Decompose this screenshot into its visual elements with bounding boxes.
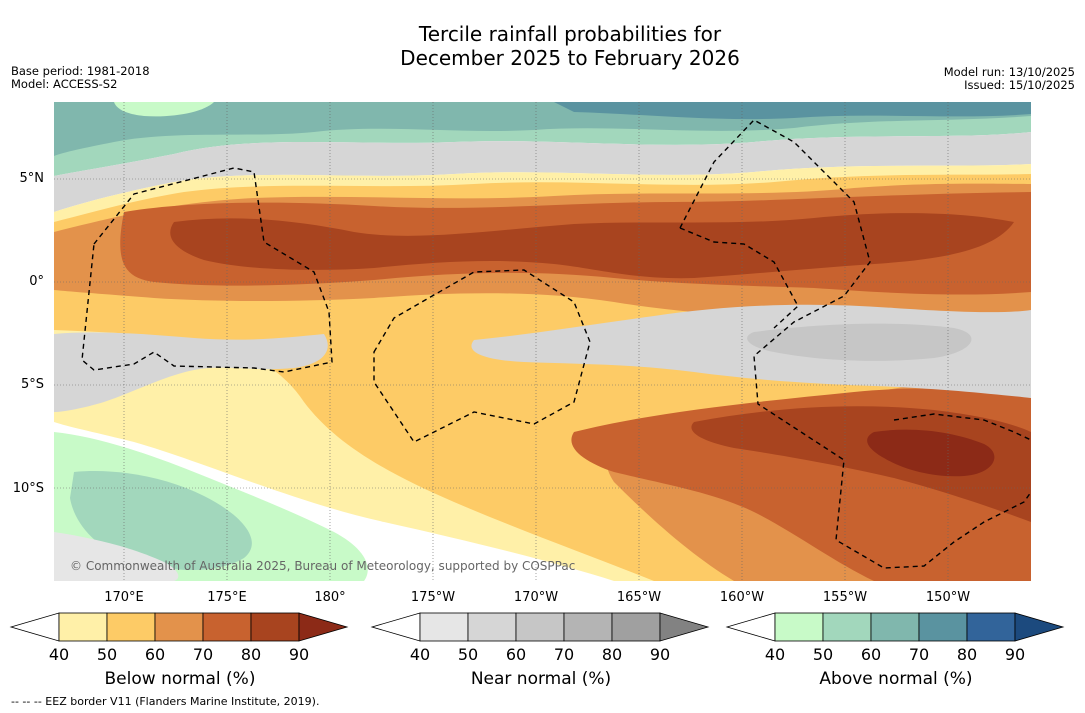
colorbar-near-tick: 40: [409, 645, 431, 664]
colorbar-near-tick: 50: [457, 645, 479, 664]
lon-label-150w: 150°W: [925, 590, 971, 605]
model-run: Model run: 13/10/2025: [943, 65, 1075, 79]
colorbar-near-segment: [467, 612, 517, 642]
colorbar-above-tick: 90: [1004, 645, 1026, 664]
colorbar-near-segment: [611, 612, 661, 642]
colorbar-above-tick: 80: [956, 645, 978, 664]
colorbar-below-tick: 50: [96, 645, 118, 664]
colorbar-below-segment: [58, 612, 108, 642]
near-normal-band-west: [54, 332, 328, 412]
meta-right: Model run: 13/10/2025 Issued: 15/10/2025: [944, 66, 1075, 92]
rainfall-map: © Commonwealth of Australia 2025, Bureau…: [54, 102, 1031, 581]
colorbar-above-tick: 50: [812, 645, 834, 664]
lat-label-0: 0°: [29, 274, 44, 289]
colorbar-below-segment: [250, 612, 300, 642]
eez-borders: [81, 119, 1031, 569]
colorbar-above-segment: [918, 612, 968, 642]
colorbar-below-tick: 70: [192, 645, 214, 664]
colorbar-near-segment: [563, 612, 613, 642]
colorbar-near-tick: 80: [601, 645, 623, 664]
lat-label-10s: 10°S: [12, 481, 44, 496]
lat-label-5n: 5°N: [19, 171, 45, 186]
colorbar-below-segment: [106, 612, 156, 642]
colorbar-above-extend-low: [725, 612, 776, 642]
above-normal-band-north-deepest: [554, 102, 1031, 120]
colorbar-near-extend-low: [370, 612, 421, 642]
colorbar-below-tick: 80: [240, 645, 262, 664]
colorbar-above-extend-high: [1014, 612, 1065, 642]
colorbar-above-segment: [822, 612, 872, 642]
map-svg: [54, 102, 1031, 581]
lon-label-165w: 165°W: [616, 590, 662, 605]
near-normal-patch-deep: [747, 323, 972, 361]
colorbar-near-segment: [419, 612, 469, 642]
lon-label-175w: 175°W: [410, 590, 456, 605]
graticule: [54, 102, 1031, 581]
eez-border-southeast: [893, 413, 1031, 441]
colorbar-near-tick: 90: [649, 645, 671, 664]
above-normal-spot: [114, 102, 214, 117]
issued-date: Issued: 15/10/2025: [964, 78, 1075, 92]
colorbar-below-tick: 40: [48, 645, 70, 664]
near-normal-patch-southwest: [54, 532, 179, 581]
colorbar-below-segment: [202, 612, 252, 642]
colorbar-near-tick: 60: [505, 645, 527, 664]
lat-label-5s: 5°S: [20, 377, 44, 392]
eez-border-line-inner: [679, 227, 799, 329]
lon-label-155w: 155°W: [822, 590, 868, 605]
meta-left: Base period: 1981-2018 Model: ACCESS-S2: [11, 65, 150, 91]
colorbar-below-extend-low: [9, 612, 60, 642]
colorbar-below-segment: [154, 612, 204, 642]
colorbar-above-tick: 60: [860, 645, 882, 664]
lon-label-180: 180°: [314, 590, 346, 605]
colorbar-above-segment: [966, 612, 1016, 642]
colorbar-below-extend-high: [298, 612, 349, 642]
map-title: Tercile rainfall probabilities for Decem…: [0, 22, 1085, 70]
eez-footnote: -- -- -- EEZ border V11 (Flanders Marine…: [11, 695, 320, 708]
lon-label-175e: 175°E: [207, 590, 247, 605]
eez-border-kiribati-gilbert: [81, 167, 333, 373]
base-period: Base period: 1981-2018: [11, 64, 150, 78]
colorbar-above-segment: [870, 612, 920, 642]
colorbar-below-tick: 60: [144, 645, 166, 664]
colorbar-near-extend-high: [659, 612, 710, 642]
below-80-band-equator: [170, 213, 1014, 279]
colorbar-near: [370, 612, 710, 642]
colorbar-below: [9, 612, 349, 642]
colorbar-title-below: Below normal (%): [104, 669, 256, 689]
title-line-1: Tercile rainfall probabilities for: [418, 22, 722, 46]
below-90-spot-south: [867, 429, 995, 477]
colorbars-svg: [9, 612, 1065, 642]
colorbar-above: [725, 612, 1065, 642]
colorbar-title-above: Above normal (%): [819, 669, 973, 689]
colorbar-title-near: Near normal (%): [470, 669, 612, 689]
colorbar-below-tick: 90: [288, 645, 310, 664]
eez-border-line-islands: [679, 119, 1031, 569]
colorbar-above-tick: 70: [908, 645, 930, 664]
eez-border-phoenix: [373, 269, 591, 443]
model-name: Model: ACCESS-S2: [11, 77, 118, 91]
colorbar-near-segment: [515, 612, 565, 642]
near-normal-band-north: [54, 132, 1031, 212]
colorbar-above-tick: 40: [764, 645, 786, 664]
lon-label-170w: 170°W: [513, 590, 559, 605]
lon-label-170e: 170°E: [104, 590, 144, 605]
lon-label-160w: 160°W: [719, 590, 765, 605]
title-line-2: December 2025 to February 2026: [400, 46, 740, 70]
copyright-note: © Commonwealth of Australia 2025, Bureau…: [70, 559, 576, 573]
colorbar-above-segment: [774, 612, 824, 642]
colorbar-near-tick: 70: [553, 645, 575, 664]
